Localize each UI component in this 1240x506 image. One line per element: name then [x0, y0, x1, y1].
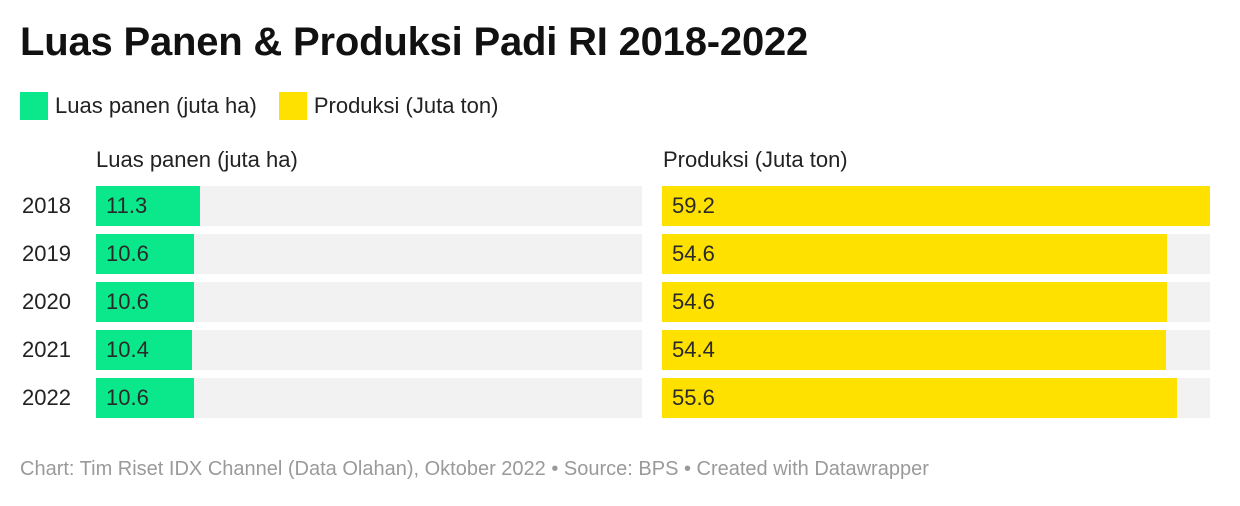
row-label-2019: 2019: [22, 241, 71, 266]
chart-title: Luas Panen & Produksi Padi RI 2018-2022: [20, 20, 809, 64]
bar-luas-panen-2019: [96, 234, 194, 274]
bar-value-luas-panen-2022: 10.6: [106, 385, 149, 410]
bar-track-produksi-2018: 59.2: [662, 186, 1210, 226]
column-header-luas-panen: Luas panen (juta ha): [96, 147, 298, 172]
bar-luas-panen-2021: [96, 330, 192, 370]
row-label-2018: 2018: [22, 193, 71, 218]
bar-produksi-2018: [662, 186, 1210, 226]
bar-track-produksi-2022: 55.6: [662, 378, 1210, 418]
bar-produksi-2021: [662, 330, 1166, 370]
bar-value-luas-panen-2020: 10.6: [106, 289, 149, 314]
row-label-2022: 2022: [22, 385, 71, 410]
bar-track-luas-panen-2021: 10.4: [96, 330, 642, 370]
bar-track-luas-panen-2022: 10.6: [96, 378, 642, 418]
bar-produksi-2020: [662, 282, 1167, 322]
bar-value-luas-panen-2018: 11.3: [106, 193, 148, 218]
legend-label-produksi: Produksi (Juta ton): [313, 93, 499, 118]
bar-value-luas-panen-2019: 10.6: [106, 241, 149, 266]
bar-luas-panen-2020: [96, 282, 194, 322]
bar-produksi-2022: [662, 378, 1177, 418]
row-label-2020: 2020: [22, 289, 71, 314]
legend-swatch-luas-panen: [20, 92, 48, 120]
bar-value-produksi-2020: 54.6: [672, 289, 715, 314]
bar-luas-panen-2022: [96, 378, 194, 418]
bar-track-luas-panen-2019: 10.6: [96, 234, 642, 274]
column-header-produksi: Produksi (Juta ton): [663, 147, 848, 172]
bar-value-produksi-2022: 55.6: [672, 385, 715, 410]
bar-track-produksi-2019: 54.6: [662, 234, 1210, 274]
legend-item-luas-panen: Luas panen (juta ha): [20, 92, 257, 120]
bar-value-produksi-2019: 54.6: [672, 241, 715, 266]
legend-item-produksi: Produksi (Juta ton): [278, 92, 499, 120]
legend: Luas panen (juta ha) Produksi (Juta ton): [20, 92, 520, 120]
bar-track-produksi-2021: 54.4: [662, 330, 1210, 370]
bar-track-produksi-2020: 54.6: [662, 282, 1210, 322]
bar-value-luas-panen-2021: 10.4: [106, 337, 149, 362]
legend-swatch-produksi: [278, 92, 307, 120]
chart-footer: Chart: Tim Riset IDX Channel (Data Olaha…: [20, 458, 929, 480]
row-label-2021: 2021: [22, 337, 71, 362]
bar-track-luas-panen-2018: 11.3: [96, 186, 642, 226]
bar-track-luas-panen-2020: 10.6: [96, 282, 642, 322]
bar-luas-panen-2018: [96, 186, 200, 226]
legend-label-luas-panen: Luas panen (juta ha): [55, 93, 257, 118]
bar-produksi-2019: [662, 234, 1167, 274]
bar-value-produksi-2021: 54.4: [672, 337, 715, 362]
bar-value-produksi-2018: 59.2: [672, 193, 715, 218]
